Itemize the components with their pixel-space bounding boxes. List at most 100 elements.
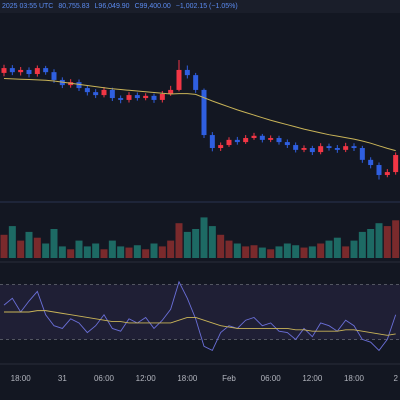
candle-body <box>218 145 224 149</box>
volume-bar <box>8 226 16 258</box>
volume-bar <box>375 223 383 258</box>
volume-bar <box>367 229 375 258</box>
x-tick-label: 12:00 <box>136 374 157 383</box>
candle-body <box>101 89 107 96</box>
candle-body <box>118 98 124 100</box>
volume-bar <box>67 249 75 258</box>
candle-body <box>143 95 149 99</box>
volume-bar <box>325 240 333 258</box>
candle-body <box>84 88 90 93</box>
header-text: 80,755.83 <box>58 3 89 10</box>
volume-bar <box>208 226 216 258</box>
header-text: 2025 03:55 UTC <box>2 3 53 10</box>
volume-bar <box>250 245 258 258</box>
candle-body <box>393 155 399 173</box>
candle-body <box>209 135 215 149</box>
candle-body <box>184 69 190 76</box>
volume-bar <box>392 220 400 258</box>
candle-body <box>9 68 15 73</box>
candle-body <box>76 82 82 89</box>
rsi-ma-line <box>4 310 396 336</box>
candle-body <box>159 93 165 100</box>
x-tick-label: 18:00 <box>11 374 32 383</box>
volume-bar <box>108 240 116 258</box>
volume-bar <box>358 231 366 258</box>
volume-bar <box>308 246 316 258</box>
volume-bar <box>383 226 391 258</box>
candle-body <box>243 138 249 143</box>
volume-bar <box>258 247 266 258</box>
volume-bar <box>300 247 308 258</box>
candle-body <box>168 89 174 94</box>
volume-bar <box>25 231 33 258</box>
candle-body <box>134 95 140 99</box>
volume-bar <box>125 247 133 258</box>
candle-body <box>268 138 274 140</box>
volume-bar <box>92 243 100 258</box>
volume-bar <box>200 217 208 258</box>
volume-bar <box>267 249 275 258</box>
candle-body <box>368 159 374 166</box>
volume-bar <box>167 240 175 258</box>
volume-bar <box>83 246 91 258</box>
x-tick-label: Feb <box>222 374 236 383</box>
moving-average <box>3 77 396 152</box>
candle-body <box>301 148 307 150</box>
candle-body <box>343 146 349 150</box>
candle-body <box>226 139 232 146</box>
volume-bar <box>283 243 291 258</box>
candle-body <box>193 75 199 90</box>
volume-bar <box>58 246 66 258</box>
candle-body <box>359 148 365 160</box>
volume-bar <box>333 237 341 258</box>
volume-bar <box>158 246 166 258</box>
candle-body <box>326 146 332 149</box>
volume-bar <box>350 240 358 258</box>
volume-bar <box>117 246 125 258</box>
candle-body <box>26 69 32 75</box>
candle-body <box>284 142 290 146</box>
x-tick-label: 12:00 <box>302 374 323 383</box>
x-tick-label: 2 <box>393 374 398 383</box>
volume-bar <box>133 245 141 258</box>
candle-body <box>293 145 299 150</box>
volume-bar <box>317 243 325 258</box>
candle-body <box>334 148 340 150</box>
candle-body <box>51 72 57 80</box>
candle-body <box>1 68 7 73</box>
candle-body <box>276 138 282 143</box>
volume-bar <box>33 237 41 258</box>
volume-bar <box>17 240 25 258</box>
candle-body <box>43 68 49 73</box>
candle-body <box>109 89 115 99</box>
volume-bar <box>225 240 233 258</box>
candle-body <box>318 146 324 153</box>
x-tick-label: 31 <box>58 374 67 383</box>
candle-body <box>93 92 99 96</box>
volume-bar <box>100 249 108 258</box>
volume-bar <box>233 243 241 258</box>
candle-body <box>18 69 24 73</box>
rsi-line <box>3 280 397 352</box>
candle-body <box>309 148 315 153</box>
candle-body <box>34 68 40 75</box>
candle-body <box>126 95 132 100</box>
volume-bar <box>292 245 300 258</box>
header-text: L96,049.90 <box>95 3 130 10</box>
candle-body <box>201 89 207 136</box>
candle-body <box>376 165 382 176</box>
volume-bar <box>242 246 250 258</box>
candle-body <box>384 172 390 176</box>
volume-bar <box>50 229 58 258</box>
x-tick-label: 18:00 <box>177 374 198 383</box>
volume-bar <box>183 231 191 258</box>
candle-body <box>251 135 257 139</box>
volume-bar <box>42 243 50 258</box>
volume-bar <box>192 229 200 258</box>
volume-bar <box>175 223 183 258</box>
volume-bar <box>275 246 283 258</box>
volume-bar <box>342 246 350 258</box>
